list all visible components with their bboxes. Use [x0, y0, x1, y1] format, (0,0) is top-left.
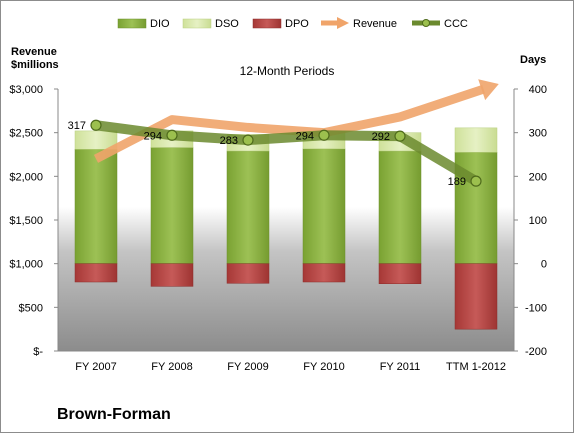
dpo-bar: [74, 263, 118, 283]
ccc-data-label: 189: [448, 176, 466, 188]
company-name: Brown-Forman: [57, 406, 171, 423]
legend-label: DIO: [150, 18, 170, 30]
ccc-point: [318, 129, 330, 141]
legend-swatch: [117, 18, 147, 29]
left-tick-label: $1,000: [9, 259, 43, 271]
left-axis-ticks: $- $500 $1,000 $1,500 $2,000 $2,500 $3,000: [9, 84, 58, 358]
ccc-point: [166, 129, 178, 141]
legend-swatch-marker: [422, 19, 430, 27]
right-tick-label: -100: [525, 302, 547, 314]
left-axis-title-line1: Revenue: [11, 46, 57, 58]
ccc-point: [394, 130, 406, 142]
right-tick-label: 400: [529, 84, 547, 96]
dpo-bar: [378, 263, 422, 285]
category-labels: FY 2007 FY 2008 FY 2009 FY 2010 FY 2011 TTM 1…: [75, 361, 506, 373]
legend: DIO DSO DPO Revenue CCC: [117, 17, 468, 30]
right-tick-label: 200: [529, 171, 547, 183]
right-tick-label: 300: [529, 128, 547, 140]
dpo-bar: [150, 263, 194, 287]
right-axis-title: Days: [520, 54, 547, 66]
legend-label: Revenue: [353, 18, 397, 30]
dpo-bar: [226, 263, 270, 284]
ccc-line: [91, 120, 481, 187]
category-label: TTM 1-2012: [446, 361, 506, 373]
revenue-series: [93, 79, 499, 163]
category-label: FY 2008: [151, 361, 192, 373]
ccc-data-label: 294: [144, 130, 162, 142]
ccc-data-label: 283: [220, 135, 238, 147]
ccc-point: [90, 119, 102, 131]
bars-group: [74, 127, 498, 330]
dio-bar: [150, 147, 194, 264]
legend-swatch: [252, 18, 282, 29]
right-axis-ticks: -200 -100 0 100 200 300 400: [514, 84, 547, 358]
left-tick-label: $2,500: [9, 128, 43, 140]
ccc-data-label: 292: [372, 131, 390, 143]
left-axis-title-line2: $millions: [11, 59, 59, 71]
ccc-data-label: 294: [296, 130, 314, 142]
category-label: FY 2009: [227, 361, 268, 373]
dio-bar: [378, 150, 422, 264]
category-label: FY 2011: [380, 361, 421, 373]
revenue-line: [93, 84, 486, 163]
dso-bar: [74, 130, 118, 150]
legend-swatch-arrowhead: [337, 17, 349, 29]
right-tick-label: 0: [541, 259, 547, 271]
chart-title: 12-Month Periods: [239, 64, 335, 78]
dio-bar: [74, 149, 118, 264]
category-label: FY 2007: [75, 361, 116, 373]
left-axis-title: Revenue $millions: [11, 46, 59, 72]
dio-bar: [302, 148, 346, 264]
ccc-data-label: 317: [68, 120, 86, 132]
dso-bar: [454, 127, 498, 153]
legend-label: DSO: [215, 18, 239, 30]
revenue-arrowhead: [478, 79, 499, 101]
right-tick-label: -200: [525, 346, 547, 358]
ccc-series: 317 294 283 294 292 189: [68, 119, 482, 188]
right-tick-label: 100: [529, 215, 547, 227]
dio-bar: [226, 150, 270, 264]
ccc-point: [470, 175, 482, 187]
left-tick-label: $500: [19, 302, 43, 314]
ccc-point: [242, 134, 254, 146]
legend-label: CCC: [444, 18, 468, 30]
dpo-bar: [302, 263, 346, 283]
legend-label: DPO: [285, 18, 309, 30]
dpo-bar: [454, 263, 498, 330]
category-label: FY 2010: [303, 361, 344, 373]
left-tick-label: $1,500: [9, 215, 43, 227]
left-tick-label: $2,000: [9, 171, 43, 183]
left-tick-label: $-: [33, 346, 43, 358]
left-tick-label: $3,000: [9, 84, 43, 96]
legend-swatch: [182, 18, 212, 29]
